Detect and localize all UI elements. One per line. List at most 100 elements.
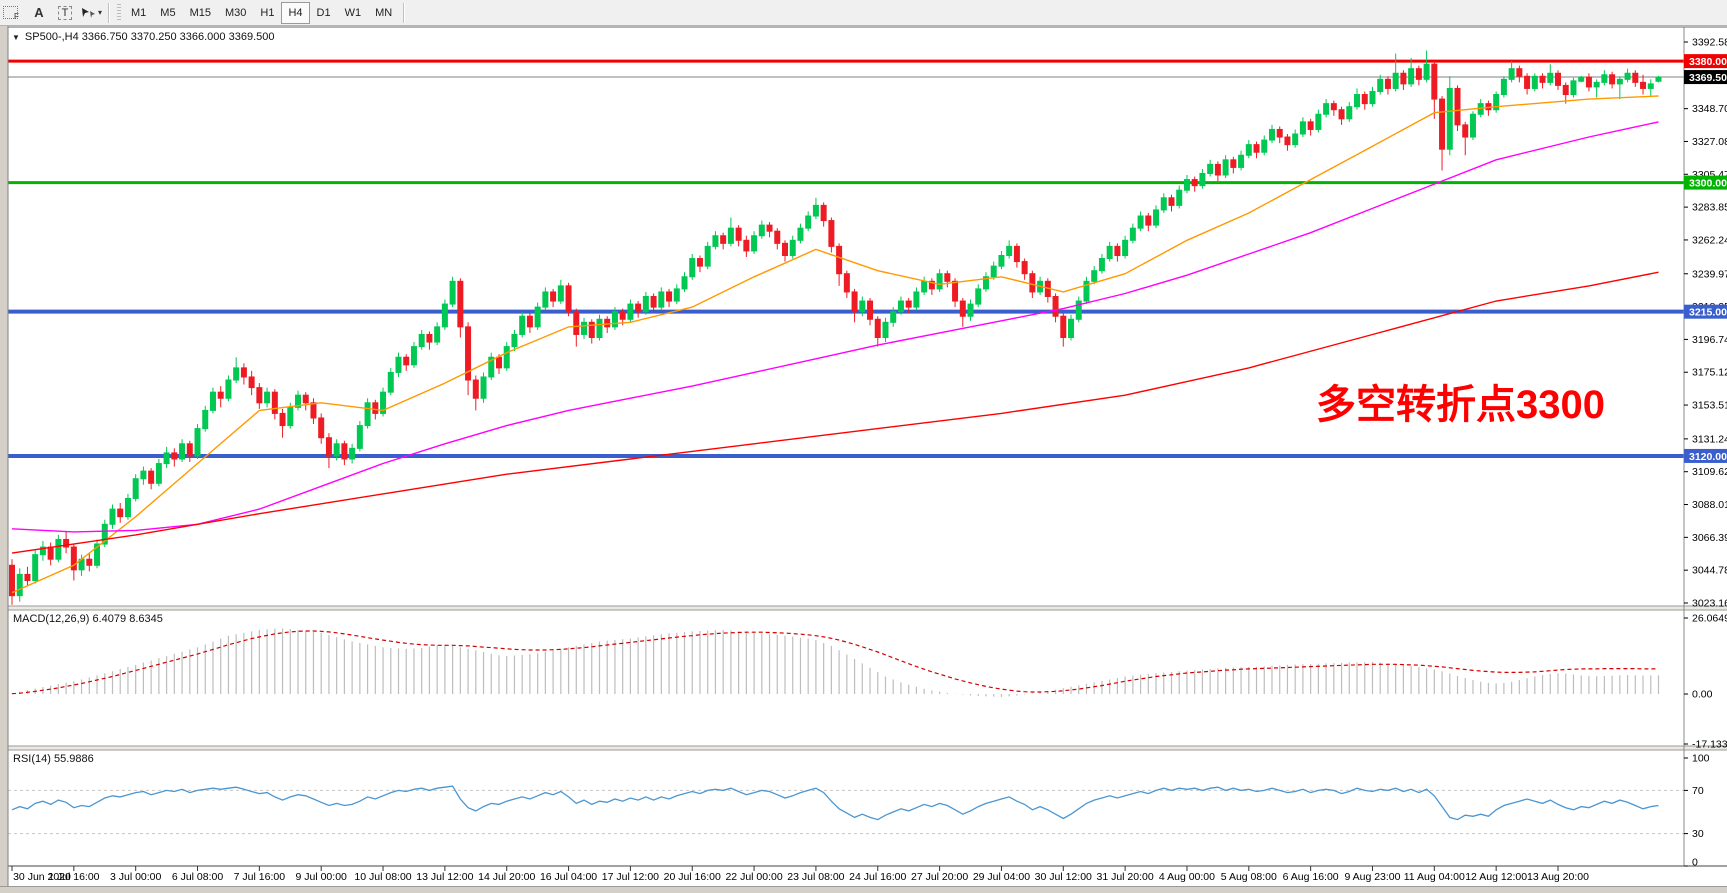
timeframe-mn-button[interactable]: MN	[375, 6, 393, 19]
svg-text:20 Jul 16:00: 20 Jul 16:00	[664, 871, 721, 883]
ma-medium-line	[11, 121, 1659, 533]
svg-text:3131.240: 3131.240	[1692, 433, 1727, 445]
svg-text:3175.125: 3175.125	[1692, 367, 1727, 379]
dropdown-caret-icon: ▾	[97, 8, 102, 17]
timeframe-m5-button[interactable]: M5	[160, 6, 176, 19]
svg-text:12 Aug 12:00: 12 Aug 12:00	[1465, 871, 1527, 883]
rsi-panel	[8, 785, 1684, 835]
rsi-label: RSI(14) 55.9886	[13, 753, 94, 765]
grid-f-label: F	[14, 12, 19, 21]
svg-text:3348.700: 3348.700	[1692, 103, 1727, 115]
letter-a-icon: A	[34, 5, 44, 20]
timeframe-m1-button[interactable]: M1	[131, 6, 147, 19]
svg-text:3300.000: 3300.000	[1689, 178, 1727, 190]
letter-t-icon: T	[57, 5, 73, 20]
macd-signal-value: 8.6345	[129, 613, 163, 625]
symbol-title-text: SP500-,H4 3366.750 3370.250 3366.000 336…	[24, 31, 275, 43]
svg-text:27 Jul 20:00: 27 Jul 20:00	[911, 871, 968, 883]
price-axis: 3392.5853348.7003327.0853305.4703283.855…	[1684, 37, 1727, 869]
svg-text:22 Jul 00:00: 22 Jul 00:00	[725, 871, 782, 883]
chart-annotation: 多空转折点3300	[1316, 383, 1605, 427]
svg-text:3196.740: 3196.740	[1692, 334, 1727, 346]
svg-text:30 Jul 12:00: 30 Jul 12:00	[1035, 871, 1092, 883]
svg-text:70: 70	[1692, 785, 1704, 797]
svg-text:30 Jun 2020: 30 Jun 2020	[13, 871, 71, 883]
svg-text:3044.780: 3044.780	[1692, 565, 1727, 577]
svg-text:3109.625: 3109.625	[1692, 466, 1727, 478]
arrow-tools-button[interactable]: ▾	[79, 2, 103, 24]
text-label-tool-button[interactable]: T	[53, 2, 77, 24]
svg-text:3392.585: 3392.585	[1692, 37, 1727, 49]
toolbar: F A T ▾ M1 M5 M15 M30 H1 H4 D1 W1 MN	[0, 0, 1727, 26]
svg-text:3283.855: 3283.855	[1692, 202, 1727, 214]
rsi-line	[11, 785, 1659, 821]
svg-text:3 Jul 00:00: 3 Jul 00:00	[110, 871, 162, 883]
dotted-grid-icon	[3, 6, 19, 19]
svg-text:23 Jul 08:00: 23 Jul 08:00	[787, 871, 844, 883]
svg-text:3239.970: 3239.970	[1692, 268, 1727, 280]
svg-text:10 Jul 08:00: 10 Jul 08:00	[354, 871, 411, 883]
svg-text:11 Aug 04:00: 11 Aug 04:00	[1404, 871, 1465, 883]
timeframe-h1-button[interactable]: H1	[260, 6, 275, 19]
svg-text:29 Jul 04:00: 29 Jul 04:00	[973, 871, 1030, 883]
candles-layer	[9, 50, 1662, 605]
svg-text:3380.000: 3380.000	[1689, 56, 1727, 68]
timeframe-w1-button[interactable]: W1	[344, 6, 362, 19]
rsi-name: RSI(14)	[13, 753, 51, 765]
svg-text:30: 30	[1692, 828, 1704, 840]
svg-text:3088.010: 3088.010	[1692, 499, 1727, 511]
timeframe-h4-button[interactable]: H4	[281, 1, 310, 24]
svg-text:9 Jul 00:00: 9 Jul 00:00	[296, 871, 348, 883]
annotate-text-button[interactable]: A	[27, 2, 51, 24]
symbol-title: ▼ SP500-,H4 3366.750 3370.250 3366.000 33…	[12, 31, 274, 43]
rsi-value: 55.9886	[53, 753, 94, 765]
svg-text:13 Jul 12:00: 13 Jul 12:00	[416, 871, 473, 883]
svg-text:17 Jul 12:00: 17 Jul 12:00	[602, 871, 659, 883]
svg-text:14 Jul 20:00: 14 Jul 20:00	[478, 871, 535, 883]
svg-text:7 Jul 16:00: 7 Jul 16:00	[234, 871, 286, 883]
timeframe-d1-button[interactable]: D1	[316, 6, 331, 19]
svg-text:-17.1334: -17.1334	[1692, 739, 1727, 751]
timeframe-m30-button[interactable]: M30	[224, 6, 247, 19]
toolbar-separator	[108, 2, 110, 23]
effects-tool-button[interactable]: F	[1, 2, 25, 24]
svg-text:13 Aug 20:00: 13 Aug 20:00	[1527, 871, 1589, 883]
macd-signal-line	[11, 630, 1659, 695]
svg-text:24 Jul 16:00: 24 Jul 16:00	[849, 871, 906, 883]
ma-slow-line	[11, 271, 1659, 554]
svg-text:31 Jul 20:00: 31 Jul 20:00	[1097, 871, 1154, 883]
macd-label: MACD(12,26,9) 6.4079 8.6345	[13, 613, 163, 625]
svg-text:4 Aug 00:00: 4 Aug 00:00	[1159, 871, 1215, 883]
macd-value: 6.4079	[92, 613, 127, 625]
timeframe-m15-button[interactable]: M15	[189, 6, 211, 19]
macd-panel	[11, 628, 1660, 697]
price-badges: 3380.000 3300.000 3215.000 3120.000 3369.500	[1684, 54, 1727, 463]
svg-text:0: 0	[1692, 857, 1698, 869]
svg-text:6 Jul 08:00: 6 Jul 08:00	[172, 871, 224, 883]
moving-average-lines	[11, 95, 1659, 594]
ma-fast-line	[11, 95, 1659, 594]
svg-text:100: 100	[1692, 753, 1710, 765]
svg-text:3262.240: 3262.240	[1692, 234, 1727, 246]
panel-borders	[0, 26, 1727, 893]
toolbar-separator	[403, 2, 406, 23]
cursor-arrows-icon	[81, 7, 95, 18]
macd-name: MACD(12,26,9)	[13, 613, 90, 625]
svg-text:3327.085: 3327.085	[1692, 136, 1727, 148]
svg-text:1 Jul 16:00: 1 Jul 16:00	[48, 871, 100, 883]
svg-text:3215.000: 3215.000	[1689, 307, 1727, 319]
horizontal-lines	[8, 59, 1684, 458]
svg-text:6 Aug 16:00: 6 Aug 16:00	[1283, 871, 1339, 883]
svg-text:3369.500: 3369.500	[1689, 72, 1727, 84]
svg-text:9 Aug 23:00: 9 Aug 23:00	[1344, 871, 1400, 883]
toolbar-grip	[117, 3, 121, 22]
collapse-triangle-icon: ▼	[12, 33, 20, 42]
svg-text:16 Jul 04:00: 16 Jul 04:00	[540, 871, 597, 883]
svg-text:5 Aug 08:00: 5 Aug 08:00	[1221, 871, 1277, 883]
svg-text:3153.510: 3153.510	[1692, 400, 1727, 412]
svg-text:0.00: 0.00	[1692, 689, 1713, 701]
svg-text:3120.000: 3120.000	[1689, 451, 1727, 463]
